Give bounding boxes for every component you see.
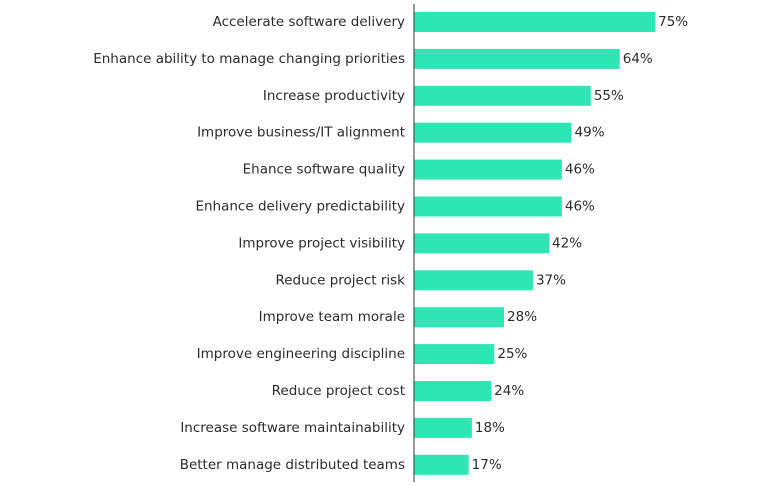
- value-label: 55%: [594, 88, 624, 104]
- value-label: 17%: [472, 457, 502, 473]
- bar: [414, 454, 469, 475]
- bar: [414, 233, 550, 254]
- value-label: 49%: [575, 125, 605, 141]
- bar: [414, 12, 656, 32]
- bar: [414, 159, 562, 180]
- value-label: 18%: [475, 420, 505, 436]
- bar: [414, 307, 505, 328]
- value-label: 25%: [497, 346, 527, 362]
- category-label: Reduce project cost: [272, 383, 405, 399]
- bar: [414, 85, 591, 106]
- category-label: Improve team morale: [259, 309, 405, 325]
- bar: [414, 417, 472, 438]
- category-label: Increase software maintainability: [180, 420, 405, 436]
- bar: [414, 122, 572, 143]
- value-label: 46%: [565, 199, 595, 215]
- category-label: Enhance delivery predictability: [195, 199, 405, 215]
- category-label: Improve business/IT alignment: [197, 125, 405, 141]
- bar: [414, 381, 492, 401]
- category-label: Reduce project risk: [275, 272, 405, 288]
- category-label: Ehance software quality: [243, 162, 405, 178]
- value-label: 28%: [507, 309, 537, 325]
- category-label: Increase productivity: [263, 88, 405, 104]
- bar: [414, 196, 562, 217]
- value-label: 64%: [623, 51, 653, 67]
- bar: [414, 344, 495, 365]
- category-label: Enhance ability to manage changing prior…: [93, 51, 405, 67]
- value-label: 46%: [565, 162, 595, 178]
- value-label: 42%: [552, 235, 582, 251]
- category-label: Accelerate software delivery: [213, 14, 405, 30]
- bar: [414, 270, 533, 291]
- value-label: 37%: [536, 272, 566, 288]
- value-label: 75%: [658, 14, 688, 30]
- value-label: 24%: [494, 383, 524, 399]
- bar: [414, 48, 620, 69]
- category-label: Improve engineering discipline: [197, 346, 405, 362]
- category-label: Better manage distributed teams: [180, 457, 405, 473]
- category-label: Improve project visibility: [238, 235, 405, 251]
